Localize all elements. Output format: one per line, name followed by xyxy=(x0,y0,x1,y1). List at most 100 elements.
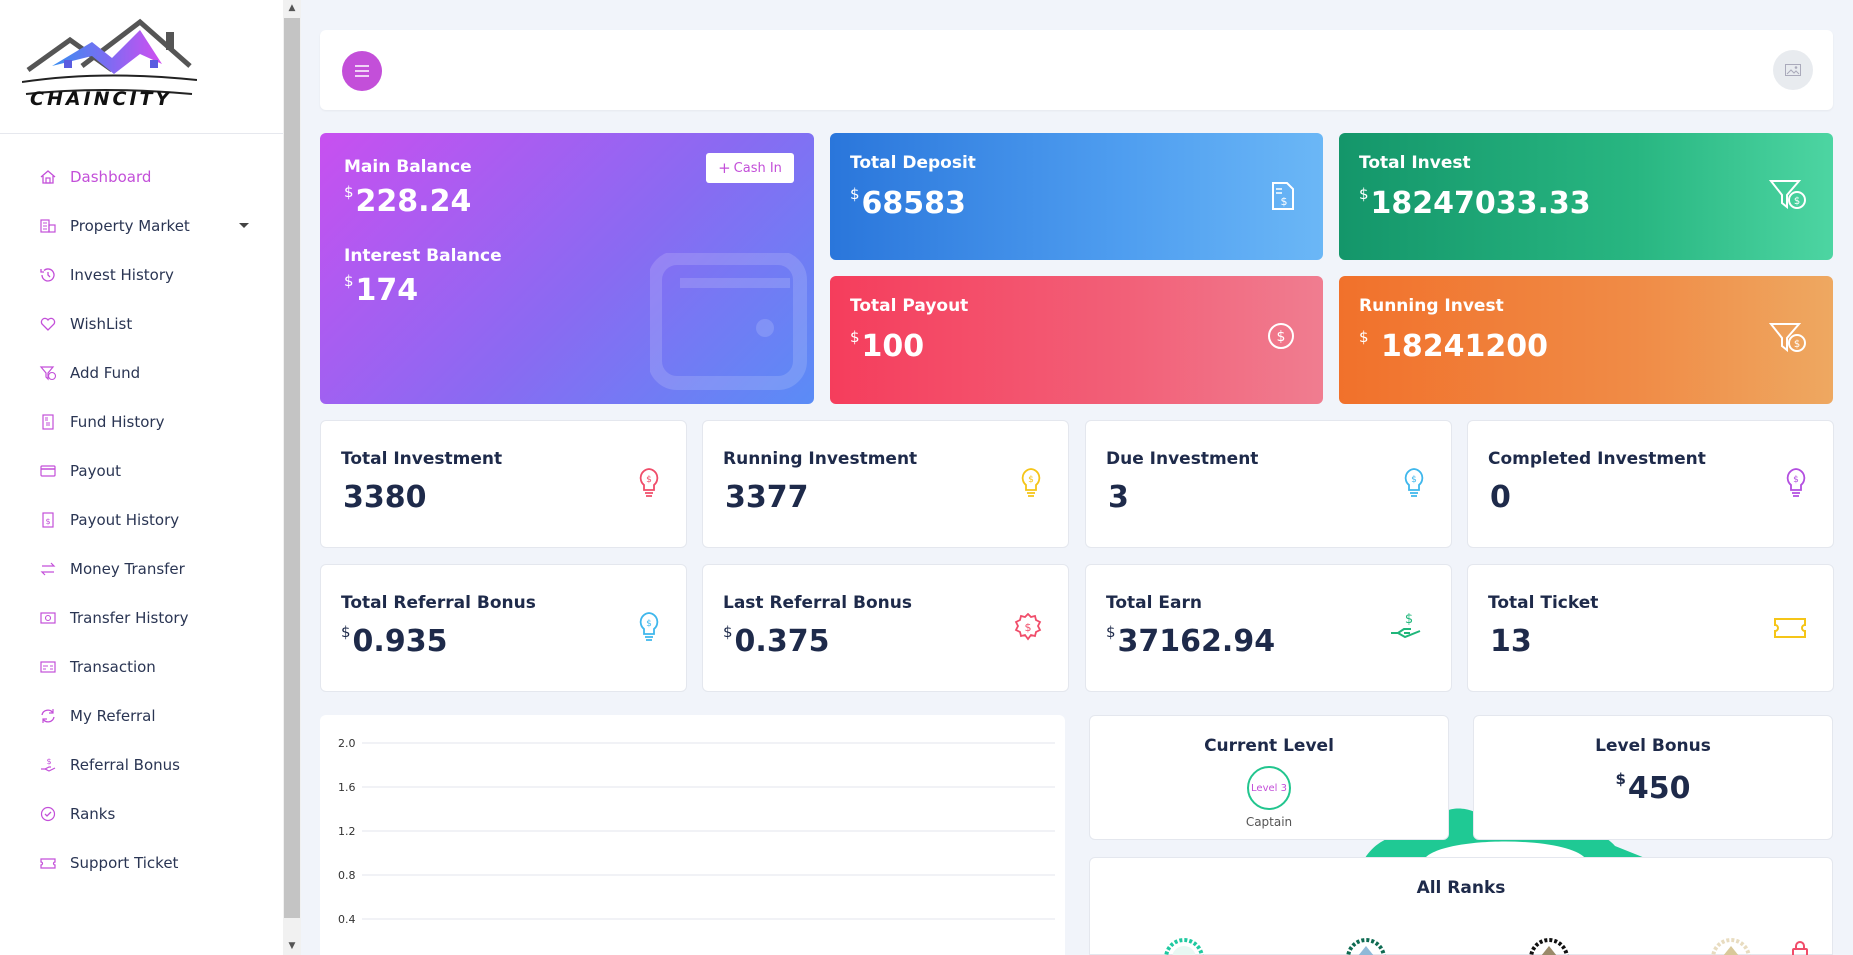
logo[interactable]: CHAINCITY xyxy=(0,0,283,134)
sidebar-item-label: Property Market xyxy=(70,216,190,235)
currency-symbol: $ xyxy=(850,328,860,346)
hamburger-icon xyxy=(355,65,369,77)
badge-check-icon xyxy=(38,804,58,824)
funnel-dollar-icon: $ xyxy=(1769,323,1806,353)
total-deposit-card: Total Deposit $68583 $ xyxy=(830,133,1323,260)
lightbulb-dollar-icon: $ xyxy=(639,468,659,497)
current-level-card: Current Level Level 3 Captain xyxy=(1089,715,1449,840)
currency-symbol: $ xyxy=(344,183,354,201)
ticket-icon xyxy=(38,853,58,873)
funnel-dollar-icon: $ xyxy=(1769,180,1806,210)
sidebar-item-fund-history[interactable]: Fund History xyxy=(0,397,283,446)
scrollbar-thumb[interactable] xyxy=(284,18,300,918)
sidebar-item-payout-history[interactable]: $ Payout History xyxy=(0,495,283,544)
currency-symbol: $ xyxy=(1359,185,1369,203)
menu-toggle-button[interactable] xyxy=(342,51,382,91)
stat-value: 13 xyxy=(1490,624,1532,659)
sidebar-item-label: Transfer History xyxy=(70,608,189,627)
currency-symbol: $ xyxy=(1106,623,1116,641)
cash-in-button[interactable]: + Cash In xyxy=(706,153,794,183)
image-placeholder-icon xyxy=(1785,64,1801,76)
stat-label: Completed Investment xyxy=(1488,449,1706,469)
rank-badge-icon xyxy=(1164,938,1204,955)
svg-text:$: $ xyxy=(1277,329,1286,345)
sidebar-item-money-transfer[interactable]: Money Transfer xyxy=(0,544,283,593)
running-invest-card: Running Invest $ 18241200 $ xyxy=(1339,276,1833,404)
sidebar-item-ranks[interactable]: Ranks xyxy=(0,789,283,838)
sidebar-item-property-market[interactable]: Property Market xyxy=(0,201,283,250)
main-balance-card: Main Balance $228.24 Interest Balance $1… xyxy=(320,133,814,404)
sidebar-item-label: Support Ticket xyxy=(70,853,179,872)
sidebar-item-invest-history[interactable]: Invest History xyxy=(0,250,283,299)
stat-card-total-referral-bonus: Total Referral Bonus $0.935 $ xyxy=(320,564,687,692)
svg-text:$: $ xyxy=(646,619,652,629)
chart-y-tick-label: 1.6 xyxy=(338,781,356,794)
scroll-down-arrow-icon[interactable]: ▼ xyxy=(288,941,296,951)
stat-value: 0.935 xyxy=(352,624,448,659)
svg-text:$: $ xyxy=(646,475,652,485)
svg-text:$: $ xyxy=(46,757,51,766)
card-label: Total Deposit xyxy=(850,153,976,173)
card-label: Total Payout xyxy=(850,296,969,316)
sidebar-item-wishlist[interactable]: WishList xyxy=(0,299,283,348)
sidebar-menu: Dashboard Property Market Invest History… xyxy=(0,152,283,887)
card-label: Total Invest xyxy=(1359,153,1471,173)
chart-y-tick-label: 2.0 xyxy=(338,737,356,750)
sidebar-item-label: WishList xyxy=(70,314,133,333)
sidebar-item-payout[interactable]: Payout xyxy=(0,446,283,495)
svg-text:$: $ xyxy=(1793,475,1799,485)
sidebar-item-transaction[interactable]: Transaction xyxy=(0,642,283,691)
scroll-up-arrow-icon[interactable]: ▲ xyxy=(288,3,296,13)
chart-svg: 2.0 1.6 1.2 0.8 0.4 xyxy=(338,737,1055,926)
sidebar-item-label: Payout xyxy=(70,461,122,480)
sidebar-item-transfer-history[interactable]: Transfer History xyxy=(0,593,283,642)
file-dollar-icon: $ xyxy=(38,510,58,530)
hand-dollar-icon: $ xyxy=(38,755,58,775)
sidebar-item-referral-bonus[interactable]: $ Referral Bonus xyxy=(0,740,283,789)
main-balance-label: Main Balance xyxy=(344,157,472,177)
sidebar-item-support-ticket[interactable]: Support Ticket xyxy=(0,838,283,887)
sidebar-item-label: Transaction xyxy=(70,657,156,676)
stat-label: Last Referral Bonus xyxy=(723,593,912,613)
interest-balance-label: Interest Balance xyxy=(344,246,502,266)
sidebar-item-dashboard[interactable]: Dashboard xyxy=(0,152,283,201)
stat-amount: $37162.94 xyxy=(1106,623,1275,659)
investment-chart: 2.0 1.6 1.2 0.8 0.4 xyxy=(320,715,1065,955)
file-invoice-icon xyxy=(38,412,58,432)
stat-card-completed-investment: Completed Investment 0 $ xyxy=(1467,420,1834,548)
main-balance-amount: $228.24 xyxy=(344,183,471,219)
stat-label: Total Earn xyxy=(1106,593,1202,613)
card-value: 18241200 xyxy=(1370,329,1548,364)
avatar[interactable] xyxy=(1773,50,1813,90)
chart-y-tick-label: 0.4 xyxy=(338,913,356,926)
level-bonus-value: 450 xyxy=(1627,771,1691,806)
lightbulb-dollar-icon: $ xyxy=(1404,468,1424,497)
money-bill-icon xyxy=(38,608,58,628)
sidebar: CHAINCITY Dashboard Property Market Inve… xyxy=(0,0,283,955)
lock-icon xyxy=(1792,941,1808,955)
card-label: Running Invest xyxy=(1359,296,1504,316)
level-bonus-title: Level Bonus xyxy=(1595,736,1711,756)
card-amount: $100 xyxy=(850,328,924,364)
svg-text:$: $ xyxy=(1028,475,1034,485)
sidebar-item-label: Dashboard xyxy=(70,167,152,186)
level-badge: Level 3 xyxy=(1247,766,1291,810)
stat-value: 0 xyxy=(1490,480,1511,515)
sidebar-item-label: Invest History xyxy=(70,265,174,284)
sidebar-item-add-fund[interactable]: Add Fund xyxy=(0,348,283,397)
stat-amount: $0.935 xyxy=(341,623,447,659)
chart-y-tick-label: 1.2 xyxy=(338,825,356,838)
currency-symbol: $ xyxy=(1359,328,1369,346)
stat-label: Total Ticket xyxy=(1488,593,1599,613)
stat-amount: 3 xyxy=(1106,479,1129,515)
credit-card-icon xyxy=(38,461,58,481)
rank-badge-icon xyxy=(1529,938,1569,955)
card-value: 68583 xyxy=(861,186,966,221)
stat-amount: 0 xyxy=(1488,479,1511,515)
sidebar-item-my-referral[interactable]: My Referral xyxy=(0,691,283,740)
stat-card-due-investment: Due Investment 3 $ xyxy=(1085,420,1452,548)
main-balance-value: 228.24 xyxy=(355,184,472,219)
stat-amount: 13 xyxy=(1488,623,1532,659)
card-value: 18247033.33 xyxy=(1370,186,1591,221)
interest-balance-value: 174 xyxy=(355,273,419,308)
